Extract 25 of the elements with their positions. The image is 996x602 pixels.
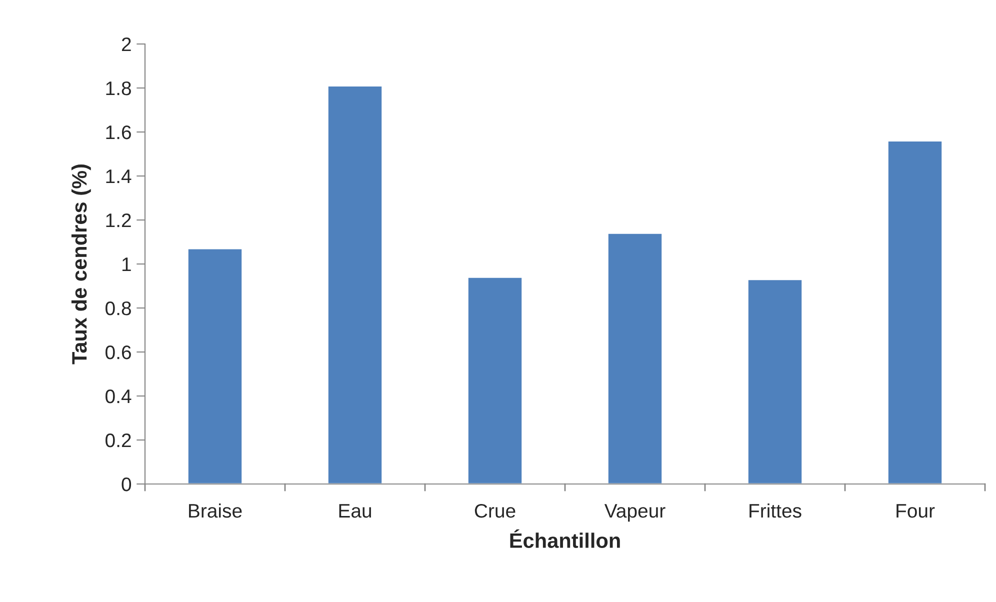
- x-tick-label: Crue: [474, 504, 516, 518]
- bar: [187, 248, 243, 484]
- y-tick-label: 0.8: [106, 301, 131, 316]
- x-tick-label: Braise: [189, 503, 242, 518]
- bar: [747, 278, 803, 484]
- bar: [327, 85, 383, 484]
- y-tick-label: 1.2: [106, 213, 131, 228]
- bar: [467, 276, 523, 484]
- bar: [607, 232, 663, 484]
- y-tick-label: 1: [122, 258, 131, 272]
- bar: [887, 140, 943, 484]
- y-tick-label: 0: [122, 477, 132, 492]
- x-tick-label: Four: [896, 504, 935, 518]
- x-tick-label: Eau: [339, 504, 372, 518]
- x-tick-label: Frittes: [750, 503, 802, 518]
- y-tick-label: 0.4: [106, 389, 132, 404]
- x-tick-label: Vapeur: [604, 504, 666, 522]
- y-tick-label: 1.8: [106, 81, 131, 96]
- y-axis-title: Taux de cendres (%): [71, 164, 91, 364]
- x-axis-title: Échantillon: [510, 529, 620, 548]
- y-tick-label: 1.6: [106, 125, 131, 140]
- y-tick-label: 0.2: [106, 433, 131, 448]
- y-tick-label: 0.6: [106, 345, 131, 360]
- y-tick-label: 1.4: [106, 170, 132, 184]
- y-tick-label: 2: [122, 37, 131, 52]
